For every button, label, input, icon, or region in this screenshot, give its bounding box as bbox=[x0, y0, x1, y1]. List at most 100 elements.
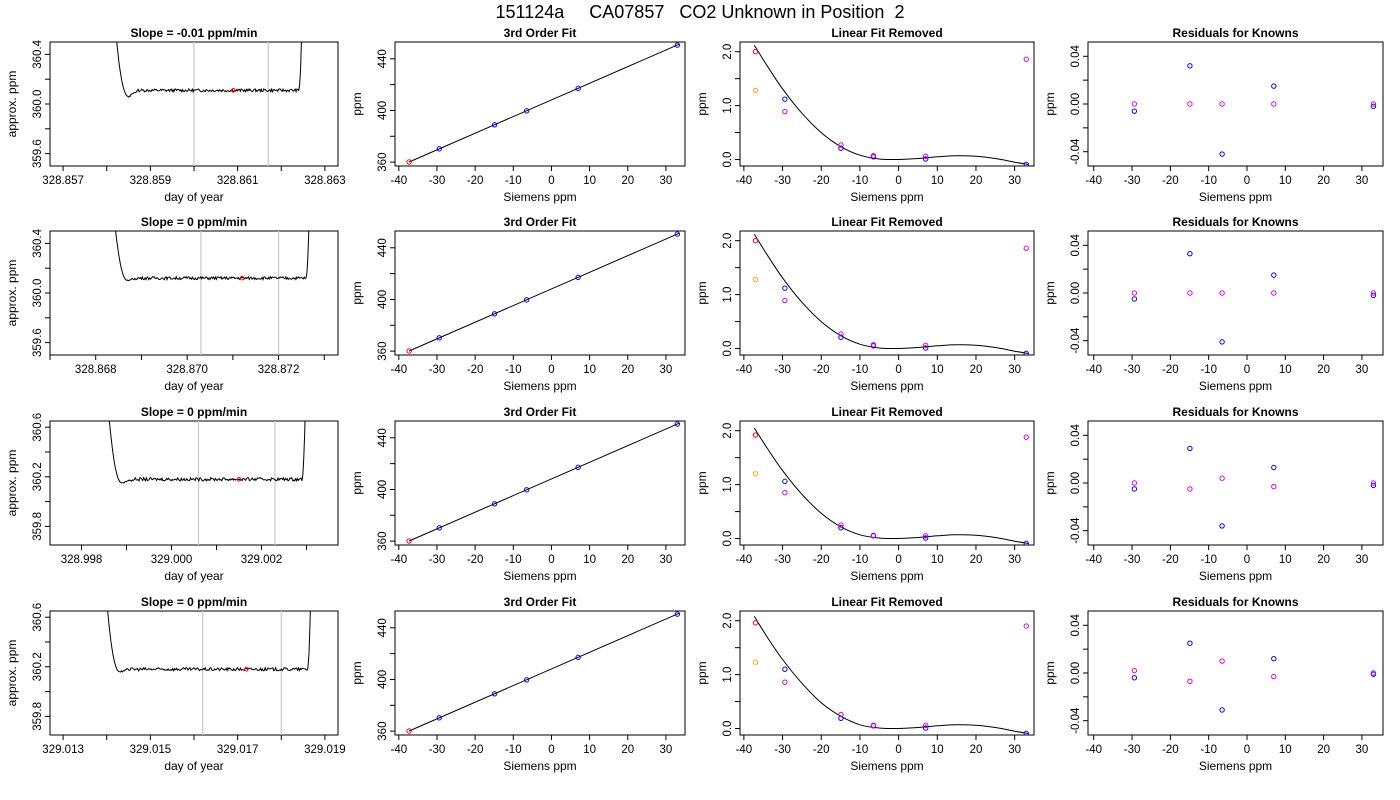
data-point-blue bbox=[523, 108, 530, 114]
y-tick-label: 359.8 bbox=[32, 702, 44, 731]
y-tick-label: 360 bbox=[377, 532, 389, 551]
data-point-blue bbox=[782, 285, 788, 291]
data-point-magenta bbox=[1219, 290, 1225, 296]
x-tick-label: 20 bbox=[1317, 364, 1330, 376]
data-point-magenta bbox=[870, 722, 877, 728]
x-tick-label: 30 bbox=[1356, 364, 1369, 376]
x-tick-label: -10 bbox=[852, 175, 869, 187]
plot-frame bbox=[49, 420, 339, 546]
x-tick-label: -40 bbox=[391, 744, 408, 756]
y-tick-label: 400 bbox=[377, 480, 389, 499]
data-point-blue bbox=[436, 335, 442, 341]
x-tick-label: 20 bbox=[1317, 744, 1330, 756]
data-point-blue bbox=[1131, 486, 1138, 492]
plot-area bbox=[752, 616, 1029, 735]
panel-title: Linear Fit Removed bbox=[831, 26, 942, 40]
data-point-magenta bbox=[782, 490, 788, 496]
data-point-blue bbox=[436, 525, 442, 531]
panel-line-r1c1: Slope = -0.01 ppm/min 328.857 328.859 328.8… bbox=[5, 26, 346, 204]
x-tick-label: -40 bbox=[736, 554, 753, 566]
x-tick-label: -10 bbox=[1200, 554, 1217, 566]
data-point-magenta bbox=[1023, 56, 1029, 62]
y-axis-label: ppm bbox=[350, 92, 364, 115]
data-point-red bbox=[752, 620, 759, 626]
panel-title: 3rd Order Fit bbox=[504, 26, 577, 40]
y-tick-label: 400 bbox=[377, 290, 389, 309]
data-point-blue bbox=[1187, 63, 1193, 69]
x-tick-label: 329.000 bbox=[151, 554, 193, 566]
data-point-blue bbox=[674, 611, 681, 617]
x-tick-label: -30 bbox=[774, 175, 791, 187]
data-point-magenta bbox=[1370, 670, 1377, 676]
x-tick-label: -30 bbox=[1124, 554, 1141, 566]
data-point-blue bbox=[1131, 675, 1138, 681]
plot-area bbox=[1131, 640, 1377, 713]
data-point-blue bbox=[1023, 540, 1029, 545]
sample-marker bbox=[239, 275, 245, 281]
data-point-magenta bbox=[1023, 623, 1029, 629]
panel-title: Residuals for Knowns bbox=[1172, 26, 1298, 40]
y-tick-label: 440 bbox=[377, 428, 389, 447]
x-tick-label: 20 bbox=[621, 744, 634, 756]
data-point-blue bbox=[1219, 523, 1225, 529]
plot-area bbox=[1131, 63, 1377, 157]
data-point-magenta bbox=[782, 108, 788, 115]
panel-scatter-r2c3: Linear Fit Removed -40 -30 -20 -10 0 10 20 30 0.0… bbox=[695, 215, 1035, 393]
x-axis-label: Siemens ppm bbox=[503, 379, 576, 393]
data-point-magenta bbox=[1219, 475, 1225, 481]
x-tick-label: 20 bbox=[970, 175, 983, 187]
y-tick-label: 2.0 bbox=[722, 233, 734, 249]
x-tick-label: -20 bbox=[1162, 554, 1179, 566]
y-tick-label: 1.0 bbox=[722, 98, 734, 114]
fit-curve bbox=[753, 616, 1029, 734]
y-tick-label: 0.00 bbox=[1070, 282, 1082, 304]
x-tick-label: -20 bbox=[1162, 364, 1179, 376]
x-tick-label: 328.859 bbox=[130, 175, 172, 187]
plot-area bbox=[115, 231, 310, 355]
y-axis-label: ppm bbox=[695, 661, 709, 684]
x-tick-label: -20 bbox=[813, 554, 830, 566]
x-axis-label: Siemens ppm bbox=[850, 190, 923, 204]
panel-scatter-r4c4: Residuals for Knowns -40 -30 -20 -10 0 10 20 30 -… bbox=[1043, 595, 1384, 773]
x-tick-label: -10 bbox=[505, 175, 522, 187]
x-tick-label: 30 bbox=[660, 364, 673, 376]
data-point-magenta bbox=[1023, 245, 1029, 251]
data-point-blue bbox=[922, 535, 929, 541]
x-tick-label: -10 bbox=[852, 554, 869, 566]
x-tick-label: 30 bbox=[660, 744, 673, 756]
x-tick-label: -20 bbox=[813, 744, 830, 756]
y-tick-label: 0.0 bbox=[722, 531, 734, 547]
panel-title: Residuals for Knowns bbox=[1172, 595, 1298, 609]
y-tick-label: 360.6 bbox=[32, 413, 44, 442]
x-tick-label: 329.002 bbox=[241, 554, 283, 566]
x-tick-label: 20 bbox=[1317, 175, 1330, 187]
x-tick-label: -10 bbox=[505, 554, 522, 566]
x-tick-label: 328.863 bbox=[304, 175, 346, 187]
x-tick-label: -10 bbox=[852, 744, 869, 756]
y-tick-label: 2.0 bbox=[722, 613, 734, 629]
panel-title: Residuals for Knowns bbox=[1172, 405, 1298, 419]
data-point-blue bbox=[491, 691, 498, 697]
x-tick-label: 30 bbox=[1356, 554, 1369, 566]
panel-title: Linear Fit Removed bbox=[831, 595, 942, 609]
data-point-magenta bbox=[922, 722, 929, 728]
y-tick-label: 440 bbox=[377, 238, 389, 257]
data-point-magenta bbox=[838, 331, 844, 337]
x-tick-label: 30 bbox=[1008, 175, 1021, 187]
data-point-magenta bbox=[1271, 290, 1277, 296]
data-point-blue bbox=[1370, 103, 1377, 110]
fit-curve bbox=[753, 233, 1029, 354]
concentration-trace bbox=[115, 231, 310, 282]
plot-area bbox=[107, 611, 311, 735]
x-tick-label: -10 bbox=[852, 364, 869, 376]
y-tick-label: 0.04 bbox=[1070, 424, 1082, 447]
plot-area bbox=[752, 233, 1029, 355]
data-point-blue bbox=[523, 487, 530, 493]
x-tick-label: 328.857 bbox=[42, 175, 84, 187]
data-point-blue bbox=[575, 274, 581, 281]
x-tick-label: 328.870 bbox=[166, 364, 208, 376]
panel-title: Slope = -0.01 ppm/min bbox=[130, 26, 257, 40]
concentration-trace bbox=[108, 421, 306, 484]
data-point-blue bbox=[922, 156, 929, 162]
